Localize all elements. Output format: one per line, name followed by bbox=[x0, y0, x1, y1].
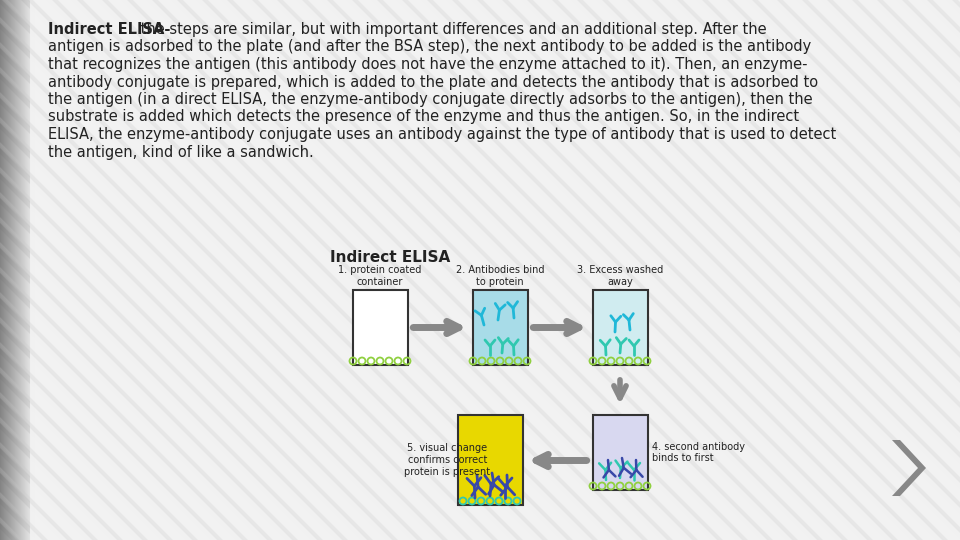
Bar bbox=[458, 415, 522, 505]
Text: 2. Antibodies bind
to protein: 2. Antibodies bind to protein bbox=[456, 265, 544, 287]
Bar bbox=[592, 290, 647, 365]
Text: the antigen (in a direct ELISA, the enzyme-antibody conjugate directly adsorbs t: the antigen (in a direct ELISA, the enzy… bbox=[48, 92, 812, 107]
Bar bbox=[27, 0, 28, 540]
Bar bbox=[25, 0, 26, 540]
Bar bbox=[1, 0, 2, 540]
Bar bbox=[0, 0, 1, 540]
Bar bbox=[6, 0, 7, 540]
Bar bbox=[10, 0, 11, 540]
Bar bbox=[20, 0, 21, 540]
Bar bbox=[15, 0, 16, 540]
Bar bbox=[13, 0, 14, 540]
Bar bbox=[17, 0, 18, 540]
Bar bbox=[592, 415, 647, 490]
Bar bbox=[352, 290, 407, 365]
Polygon shape bbox=[892, 440, 926, 496]
Bar bbox=[22, 0, 23, 540]
Bar bbox=[32, 0, 33, 540]
Bar bbox=[34, 0, 35, 540]
Bar bbox=[4, 0, 5, 540]
Text: substrate is added which detects the presence of the enzyme and thus the antigen: substrate is added which detects the pre… bbox=[48, 110, 799, 125]
Bar bbox=[12, 0, 13, 540]
Text: Indirect ELISA: Indirect ELISA bbox=[330, 250, 450, 265]
Bar bbox=[14, 0, 15, 540]
Bar bbox=[3, 0, 4, 540]
Text: 1. protein coated
container: 1. protein coated container bbox=[338, 265, 421, 287]
Text: antigen is adsorbed to the plate (and after the BSA step), the next antibody to : antigen is adsorbed to the plate (and af… bbox=[48, 39, 811, 55]
Bar bbox=[11, 0, 12, 540]
Text: ELISA, the enzyme-antibody conjugate uses an antibody against the type of antibo: ELISA, the enzyme-antibody conjugate use… bbox=[48, 127, 836, 142]
Bar bbox=[28, 0, 29, 540]
Text: the steps are similar, but with important differences and an additional step. Af: the steps are similar, but with importan… bbox=[136, 22, 767, 37]
Bar bbox=[5, 0, 6, 540]
Bar bbox=[472, 290, 527, 365]
Bar bbox=[33, 0, 34, 540]
Bar bbox=[16, 0, 17, 540]
Text: 3. Excess washed
away: 3. Excess washed away bbox=[577, 265, 663, 287]
Bar bbox=[19, 0, 20, 540]
Text: antibody conjugate is prepared, which is added to the plate and detects the anti: antibody conjugate is prepared, which is… bbox=[48, 75, 818, 90]
Bar bbox=[23, 0, 24, 540]
Text: 4. second antibody
binds to first: 4. second antibody binds to first bbox=[653, 442, 746, 463]
Bar bbox=[29, 0, 30, 540]
Text: Indirect ELISA-: Indirect ELISA- bbox=[48, 22, 170, 37]
Bar bbox=[21, 0, 22, 540]
Bar bbox=[8, 0, 9, 540]
Bar bbox=[18, 0, 19, 540]
Bar bbox=[24, 0, 25, 540]
Bar bbox=[2, 0, 3, 540]
Bar bbox=[30, 0, 31, 540]
Text: 5. visual change
confirms correct
protein is present: 5. visual change confirms correct protei… bbox=[404, 443, 491, 477]
Bar bbox=[9, 0, 10, 540]
Bar bbox=[7, 0, 8, 540]
Text: that recognizes the antigen (this antibody does not have the enzyme attached to : that recognizes the antigen (this antibo… bbox=[48, 57, 807, 72]
Text: the antigen, kind of like a sandwich.: the antigen, kind of like a sandwich. bbox=[48, 145, 314, 159]
Bar bbox=[26, 0, 27, 540]
Bar bbox=[31, 0, 32, 540]
